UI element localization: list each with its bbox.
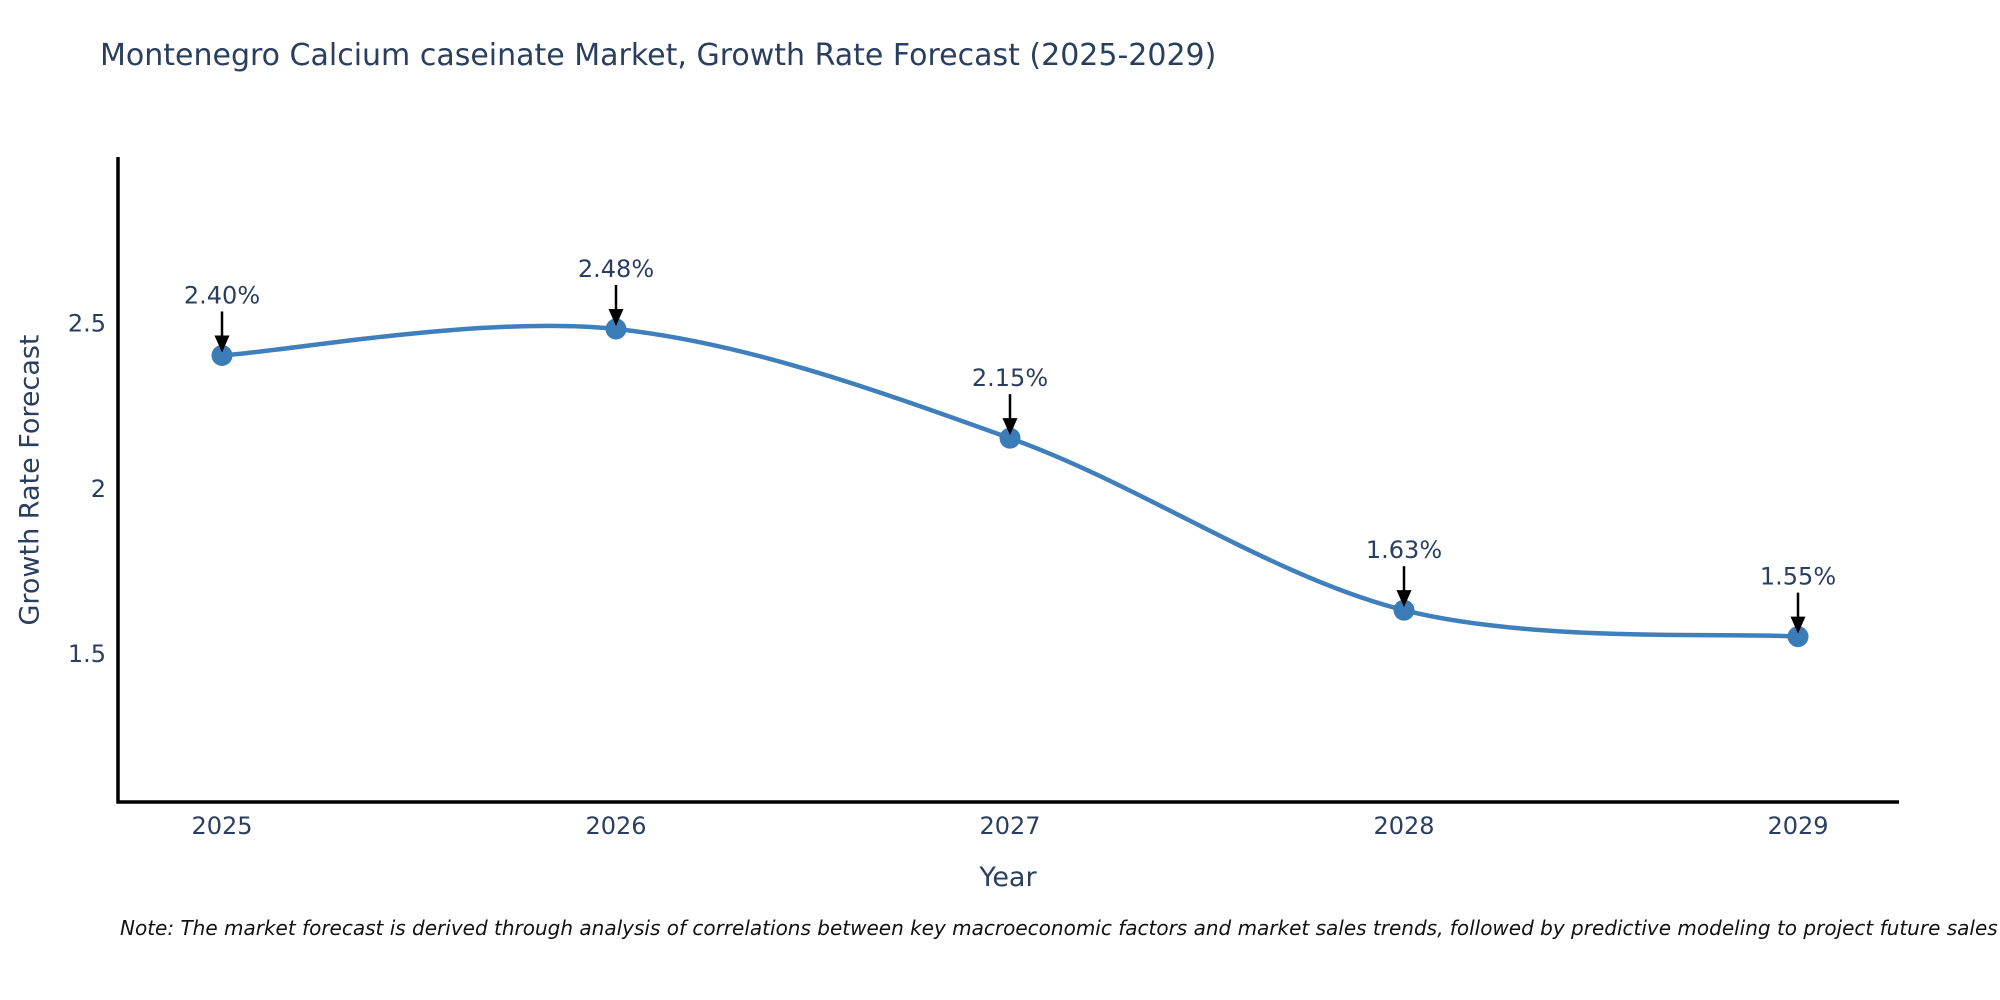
data-point-marker: [1787, 626, 1809, 648]
x-tick-label: 2025: [191, 812, 252, 840]
point-value-label: 2.40%: [184, 281, 260, 309]
x-tick-label: 2026: [585, 812, 646, 840]
point-value-label: 2.15%: [972, 364, 1048, 392]
footnote: Note: The market forecast is derived thr…: [120, 916, 1998, 940]
annotation-arrowhead: [1790, 616, 1806, 634]
x-axis-title: Year: [979, 862, 1037, 893]
data-point-marker: [605, 318, 627, 340]
annotation-arrowhead: [608, 309, 624, 326]
point-value-label: 1.63%: [1366, 536, 1442, 564]
annotation-arrowhead: [1002, 418, 1018, 436]
y-tick-label: 2: [91, 475, 106, 503]
data-point-marker: [211, 344, 233, 366]
data-point-marker: [1393, 599, 1415, 621]
y-tick-label: 1.5: [68, 640, 106, 668]
x-tick-label: 2028: [1373, 812, 1434, 840]
x-tick-label: 2027: [979, 812, 1040, 840]
y-axis-title: Growth Rate Forecast: [14, 334, 46, 626]
axis-lines: [116, 157, 1899, 804]
chart-title: Montenegro Calcium caseinate Market, Gro…: [100, 38, 1217, 73]
annotation-arrowhead: [214, 335, 230, 353]
point-value-label: 2.48%: [578, 255, 654, 283]
y-tick-label: 2.5: [68, 309, 106, 337]
annotation-arrowhead: [1396, 590, 1412, 608]
point-value-label: 1.55%: [1760, 563, 1836, 591]
x-tick-label: 2029: [1767, 812, 1828, 840]
data-point-marker: [999, 427, 1021, 449]
